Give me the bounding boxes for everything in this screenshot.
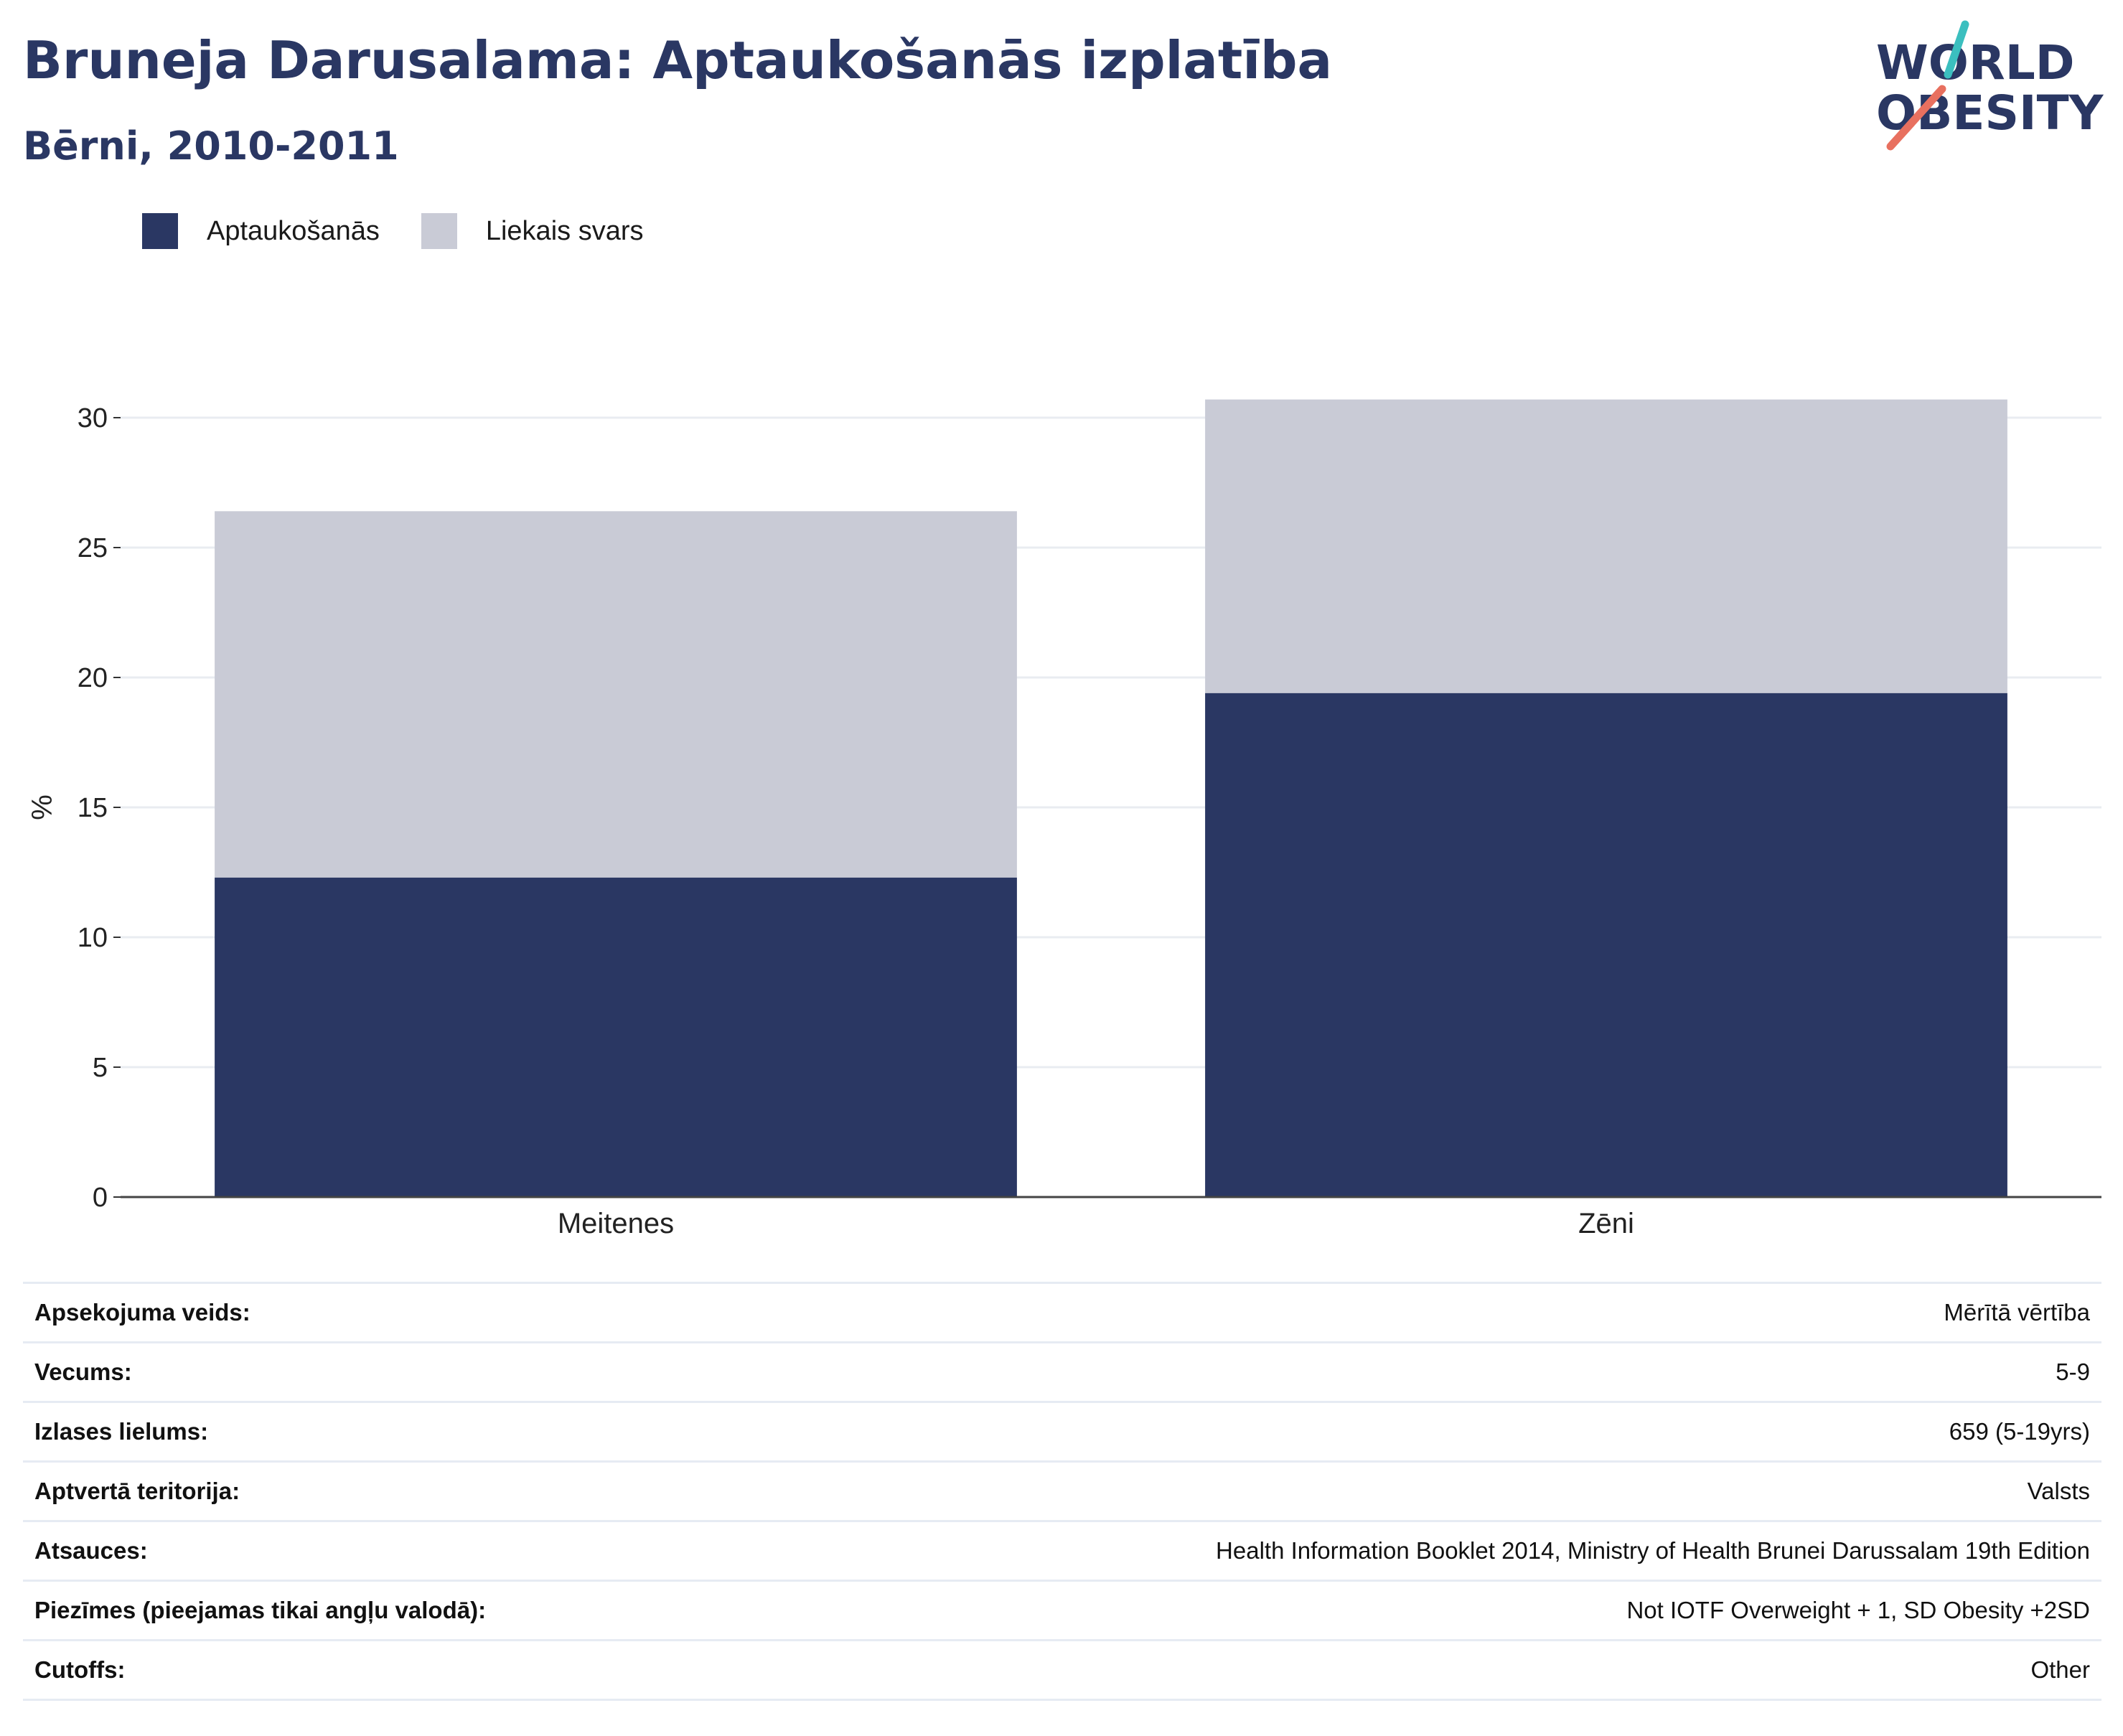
y-tick-label: 0 — [93, 1183, 108, 1213]
legend-label: Aptaukošanās — [207, 215, 380, 246]
chart-legend: Aptaukošanās Liekais svars — [142, 211, 685, 251]
metadata-row: Apsekojuma veids: Mērītā vērtība — [23, 1282, 2101, 1343]
metadata-key: Izlases lielums: — [34, 1418, 209, 1445]
metadata-value: Other — [2030, 1656, 2090, 1683]
logo-text-obesity: OBESITY — [1876, 85, 2104, 141]
metadata-value: 5-9 — [2056, 1359, 2090, 1385]
metadata-row: Cutoffs: Other — [23, 1640, 2101, 1700]
logo-text-world: WORLD — [1876, 35, 2075, 90]
metadata-value: Mērītā vērtība — [1944, 1299, 2090, 1326]
metadata-value: Not IOTF Overweight + 1, SD Obesity +2SD — [1626, 1597, 2090, 1623]
legend-label: Liekais svars — [485, 215, 644, 246]
world-obesity-logo: WORLD OBESITY — [1876, 20, 2104, 151]
metadata-row: Aptvertā teritorija: Valsts — [23, 1461, 2101, 1521]
metadata-key: Cutoffs: — [34, 1656, 126, 1683]
bar-obesity — [215, 877, 1017, 1197]
stacked-bar-chart: 0 5 10 15 20 25 30% Meitenes Zēni — [27, 399, 2101, 1239]
x-tick-label: Zēni — [1578, 1208, 1634, 1239]
bar-obesity — [1205, 693, 2007, 1197]
legend-item: Aptaukošanās — [142, 213, 380, 249]
x-tick-label: Meitenes — [558, 1208, 674, 1239]
logo-slash-top — [1944, 20, 1969, 79]
legend-swatch — [421, 213, 457, 249]
bars — [215, 399, 2007, 1197]
y-axis-label: % — [27, 794, 58, 820]
metadata-value: Valsts — [2027, 1478, 2090, 1504]
metadata-key: Aptvertā teritorija: — [34, 1478, 240, 1504]
metadata-row: Piezīmes (pieejamas tikai angļu valodā):… — [23, 1580, 2101, 1641]
bar-overweight — [1205, 399, 2007, 693]
metadata-value: Health Information Booklet 2014, Ministr… — [1216, 1537, 2090, 1564]
logo-slash-bottom — [1886, 85, 1946, 151]
chart-title: Bruneja Darusalama: Aptaukošanās izplatī… — [23, 30, 1333, 90]
metadata-row: Atsauces: Health Information Booklet 2014… — [23, 1521, 2101, 1581]
metadata-row: Vecums: 5-9 — [23, 1342, 2101, 1402]
metadata-key: Atsauces: — [34, 1537, 148, 1564]
metadata-key: Apsekojuma veids: — [34, 1299, 250, 1326]
metadata-key: Vecums: — [34, 1359, 132, 1385]
legend-item: Liekais svars — [421, 213, 644, 249]
legend-swatch — [142, 213, 178, 249]
metadata-value: 659 (5-19yrs) — [1949, 1418, 2090, 1445]
chart-subtitle: Bērni, 2010-2011 — [23, 123, 399, 169]
metadata-table: Apsekojuma veids: Mērītā vērtība Vecums: 5-… — [23, 1282, 2101, 1701]
bar-overweight — [215, 511, 1017, 878]
metadata-row: Izlases lielums: 659 (5-19yrs) — [23, 1402, 2101, 1462]
y-tick-label: 10 — [78, 923, 108, 953]
y-tick-label: 30 — [78, 403, 108, 433]
y-tick-label: 20 — [78, 663, 108, 693]
y-tick-label: 25 — [78, 533, 108, 563]
axes: 0 5 10 15 20 25 30% Meitenes Zēni — [27, 403, 2101, 1239]
y-tick-label: 15 — [78, 793, 108, 823]
metadata-key: Piezīmes (pieejamas tikai angļu valodā): — [34, 1597, 487, 1623]
y-tick-label: 5 — [93, 1053, 108, 1083]
